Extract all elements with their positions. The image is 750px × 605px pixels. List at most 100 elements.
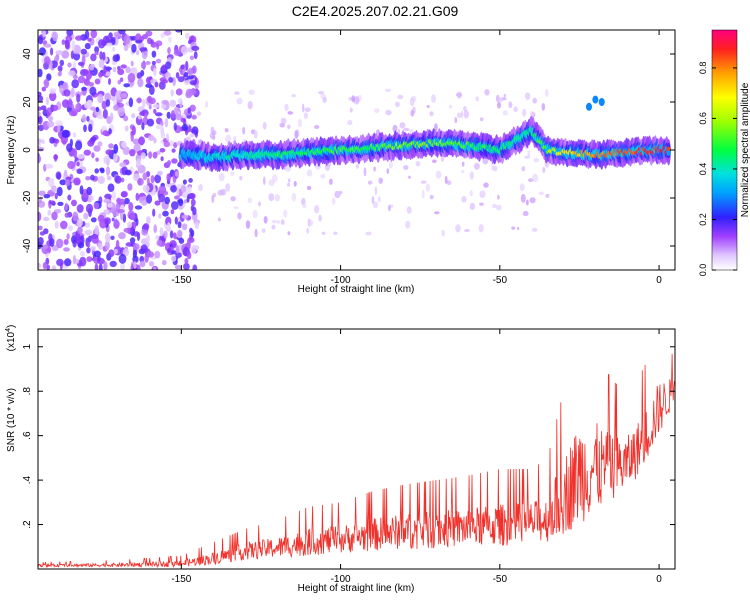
heatmap-cell [178,198,184,207]
heatmap-cell [378,177,384,184]
heatmap-cell [97,114,105,120]
heatmap-cell [333,231,338,235]
y-tick-label: -40 [22,238,33,253]
heatmap-cell [59,84,63,94]
heatmap-cell [405,220,411,229]
heatmap-cell [182,118,187,126]
heatmap-cell [245,220,251,229]
heatmap-cell [42,40,48,45]
heatmap-cell [230,171,235,176]
heatmap-cell [104,92,111,102]
figure-title: C2E4.2025.207.02.21.G09 [292,3,459,19]
heatmap-cell [63,89,71,97]
heatmap-cell [195,84,199,90]
heatmap-cell [252,209,258,219]
heatmap-cell [306,185,312,190]
heatmap-cell [127,221,133,229]
heatmap-cell [123,115,129,122]
heatmap-cell [146,234,150,243]
heatmap-cell [301,197,306,206]
heatmap-cell [42,262,47,270]
heatmap-cell [497,101,501,109]
heatmap-cell [43,216,50,222]
heatmap-cell [117,106,125,117]
heatmap-cell [71,79,79,89]
spectrogram-panel: -150 -100 -50 0 -40 -20 0 20 40 Height of strai… [6,29,676,295]
y-tick-label: 20 [22,96,33,108]
heatmap-cell [45,163,54,169]
heatmap-cell [129,237,136,244]
heatmap-cell [131,43,137,53]
heatmap-cell [105,71,111,77]
heatmap-cell [59,59,65,67]
heatmap-cell [318,214,322,222]
heatmap-cell [169,140,175,147]
heatmap-cell [449,105,452,109]
heatmap-cell [145,61,151,65]
heatmap-cell [374,108,380,114]
heatmap-cell [284,103,289,112]
heatmap-cell [529,197,536,204]
spectrogram-y-label: Frequency (Hz) [6,116,17,185]
heatmap-cell [106,42,113,47]
heatmap-cell [45,97,50,106]
heatmap-cell [161,79,169,84]
heatmap-cell [102,51,106,61]
heatmap-cell [86,247,91,254]
heatmap-cell [45,257,50,265]
heatmap-cell [108,128,112,135]
heatmap-cell [153,67,157,77]
heatmap-cell [90,30,98,39]
heatmap-cell [115,239,120,250]
heatmap-cell [190,205,195,212]
x-tick-label: -50 [493,275,508,286]
heatmap-cell [122,213,127,223]
heatmap-cell [178,204,184,210]
heatmap-cell [64,202,69,211]
heatmap-cell [287,182,290,187]
heatmap-cell [51,265,57,270]
heatmap-cell [59,179,67,186]
heatmap-cell [150,41,157,48]
heatmap-cell [89,64,95,71]
heatmap-cell [473,162,480,170]
heatmap-cell [133,261,137,269]
heatmap-cell [320,173,326,179]
heatmap-cell [78,61,84,66]
heatmap-cell [117,209,125,214]
heatmap-cell [150,175,155,184]
heatmap-cell [173,106,179,116]
heatmap-cell [526,199,529,206]
heatmap-cell [116,197,121,204]
heatmap-cell [132,125,136,136]
heatmap-cell [181,223,188,231]
heatmap-cell [154,250,161,259]
heatmap-cell [175,252,182,258]
x-tick-label: 0 [656,275,662,286]
y-tick-label: 40 [22,48,33,60]
heatmap-cell [475,96,479,102]
heatmap-cell [146,177,150,185]
heatmap-cell [132,138,140,145]
heatmap-cell [528,178,534,183]
heatmap-cell [49,91,57,102]
heatmap-cell [140,61,147,69]
heatmap-cell [108,143,114,149]
heatmap-cell [118,30,126,35]
heatmap-cell [137,178,144,186]
heatmap-cell [94,78,101,85]
heatmap-cell [146,194,153,204]
heatmap-cell [114,175,122,184]
heatmap-cell [183,262,190,270]
heatmap-cell [94,168,99,174]
heatmap-cell [136,264,141,270]
heatmap-cell [75,103,80,110]
heatmap-cell [103,198,111,204]
heatmap-cell [365,231,372,236]
heatmap-cell [183,80,191,86]
heatmap-cell [97,176,106,184]
heatmap-cell [456,112,462,118]
heatmap-cell [103,65,107,75]
heatmap-cell [463,106,467,112]
heatmap-cell [47,115,54,122]
